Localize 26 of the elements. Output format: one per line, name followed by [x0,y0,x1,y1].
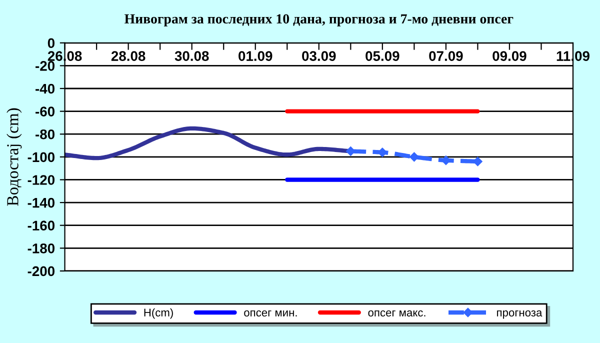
y-tick-label: -140 [28,198,55,208]
y-tick-label: -20 [36,61,55,71]
y-tick-label: 0 [48,38,55,48]
x-tick-label: 09.09 [492,51,526,61]
y-tick-label: -180 [28,243,55,254]
point [410,152,419,162]
x-tick-label: 05.09 [366,51,400,61]
x-tick-label: 01.09 [238,51,272,61]
y-tick-label: -60 [36,106,55,116]
x-tick-label: 28.08 [111,51,146,61]
y-tick-label: -100 [28,152,55,162]
legend-label: прогноза [497,310,542,319]
x-tick-label: 03.09 [302,51,336,61]
y-tick-label: -200 [28,266,55,276]
chart-title: Нивограм за последних 10 дана, прогноза и 7-мо дневни опсег [124,14,514,26]
y-tick-label: -160 [28,220,55,231]
legend-label: H(cm) [144,308,173,319]
y-tick-label: -40 [36,84,55,94]
legend-label: опсег мин. [244,310,297,317]
x-tick-label: 30.08 [174,51,209,61]
y-axis-title: Водостај (cm) [6,108,22,206]
x-tick-label: 07.09 [429,51,463,61]
y-tick-label: -80 [36,129,55,140]
point [473,156,482,166]
y-tick-label: -120 [28,175,55,185]
legend-label: опсег макс. [368,310,426,317]
